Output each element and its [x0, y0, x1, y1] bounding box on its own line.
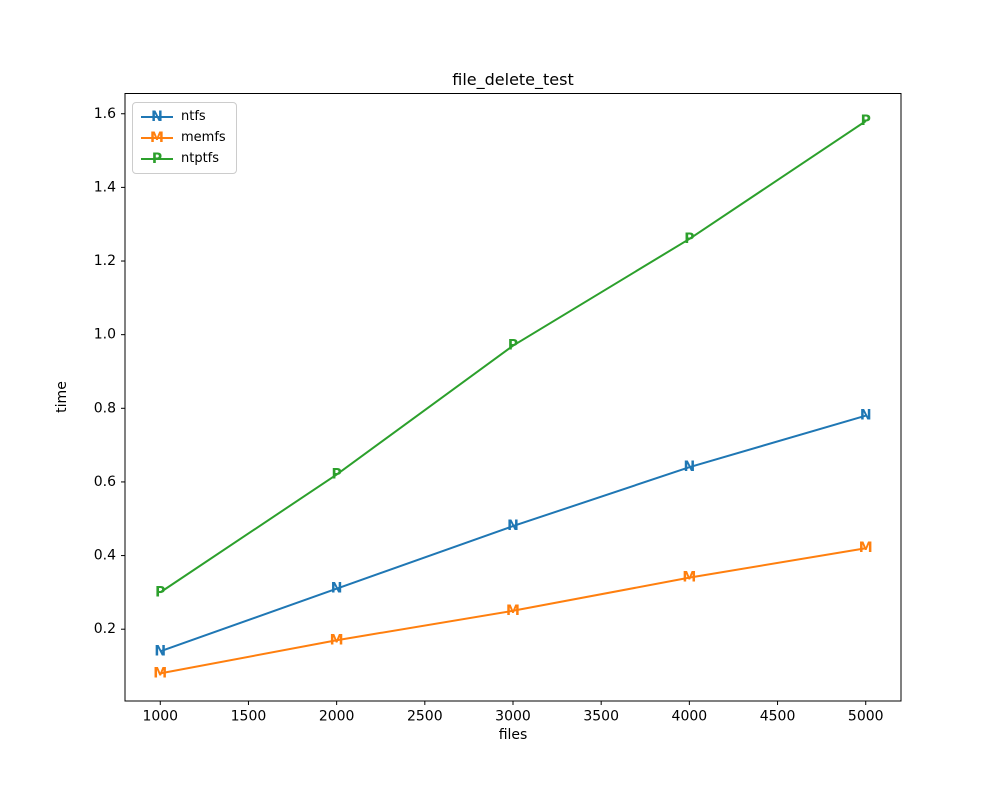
y-tick-label: 1.6 [94, 106, 116, 122]
marker-ntfs-3000: N [507, 518, 519, 534]
marker-memfs-5000: M [859, 540, 873, 556]
x-tick-label: 4500 [760, 709, 796, 725]
legend-label: ntptfs [181, 151, 220, 166]
legend-label: memfs [181, 130, 226, 145]
legend-letter-ntfs: N [151, 109, 163, 125]
x-tick-label: 1500 [231, 709, 267, 725]
chart-title: file_delete_test [452, 70, 574, 89]
legend-marker-memfs-icon: M [141, 130, 173, 146]
marker-ntfs-5000: N [860, 408, 872, 424]
legend-letter-ntptfs: P [152, 151, 162, 167]
y-tick-label: 0.6 [94, 474, 116, 490]
x-tick-label: 3000 [495, 709, 531, 725]
marker-ntptfs-2000: P [332, 467, 342, 483]
marker-ntptfs-3000: P [508, 338, 518, 354]
marker-ntfs-2000: N [331, 581, 343, 597]
legend-marker-ntptfs-icon: P [141, 151, 173, 167]
marker-ntfs-1000: N [154, 643, 166, 659]
marker-memfs-4000: M [682, 570, 696, 586]
series-line-memfs [160, 547, 866, 675]
marker-ntptfs-5000: P [861, 113, 871, 129]
y-tick-label: 1.2 [94, 253, 116, 269]
series-line-ntptfs [159, 120, 867, 594]
series-line-ntfs [159, 414, 867, 653]
marker-ntfs-4000: N [684, 459, 696, 475]
marker-memfs-1000: M [153, 665, 167, 681]
marker-ntptfs-4000: P [684, 231, 694, 247]
y-tick-label: 0.8 [94, 400, 116, 416]
y-tick-label: 1.4 [94, 179, 116, 195]
marker-memfs-3000: M [506, 603, 520, 619]
legend-label: ntfs [181, 109, 206, 124]
marker-ntptfs-1000: P [155, 584, 165, 600]
x-tick-label: 4000 [672, 709, 708, 725]
x-tick-label: 1000 [142, 709, 178, 725]
y-tick-label: 0.4 [94, 548, 116, 564]
x-tick-label: 2000 [319, 709, 355, 725]
x-axis-label: files [498, 727, 528, 743]
y-axis-label: time [54, 381, 70, 413]
y-tick-label: 0.2 [94, 621, 116, 637]
legend-marker-ntfs-icon: N [141, 109, 173, 125]
y-tick-label: 1.0 [94, 327, 116, 343]
x-tick-label: 3500 [583, 709, 619, 725]
x-tick-label: 5000 [848, 709, 884, 725]
x-tick-label: 2500 [407, 709, 443, 725]
marker-memfs-2000: M [330, 632, 344, 648]
legend-letter-memfs: M [150, 130, 164, 146]
